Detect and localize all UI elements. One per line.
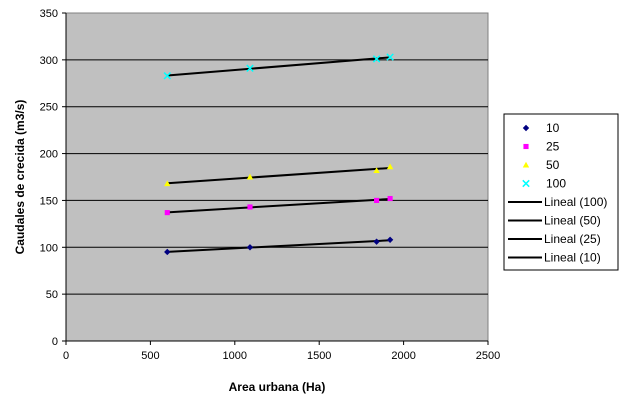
legend-label: 50 [546,158,560,172]
point-series-10 [373,238,380,245]
x-axis-title: Area urbana (Ha) [229,380,326,394]
point-series-10 [386,236,394,243]
y-axis: 0 50 100 150 200 250 300 350 [40,8,67,348]
y-tick-label: 350 [40,8,58,20]
point-series-50 [373,167,380,173]
point-series-50 [164,180,171,187]
legend-marker-25 [523,143,529,150]
legend-label: 10 [546,121,560,135]
point-series-100 [163,72,172,80]
legend-marker-100 [522,179,530,188]
trendlines [167,56,391,253]
point-series-25 [247,204,253,210]
y-tick-label: 100 [40,242,58,254]
trendline-100 [167,56,391,77]
trendline-25 [167,197,391,214]
y-tick-label: 150 [40,195,58,207]
legend-label: 25 [546,140,560,154]
point-series-50 [246,173,254,180]
point-series-25 [387,195,393,202]
point-series-10 [246,244,254,251]
point-series-25 [164,210,170,216]
x-tick-label: 2000 [391,350,415,362]
x-tick-label: 1000 [223,350,247,362]
point-series-10 [164,248,171,256]
legend-label: Lineal (25) [544,232,601,246]
legend-label: Lineal (10) [544,251,601,265]
x-tick-label: 0 [63,350,69,362]
legend-label: Lineal (50) [544,214,601,228]
legend-label: 100 [546,177,566,191]
x-tick-label: 2500 [476,350,500,362]
legend-box [503,113,619,271]
x-axis: 0 500 1000 1500 2000 2500 [63,340,500,362]
gridlines [66,59,488,295]
point-series-100 [246,64,254,73]
x-tick-label: 1500 [307,350,331,362]
x-tick-label: 500 [141,350,159,362]
y-tick-label: 200 [40,149,58,161]
data-points [163,53,394,256]
trendline-50 [167,166,391,185]
legend: 10 25 50 100 Lineal (100) Lineal (50) Lineal (… [503,113,619,271]
y-tick-label: 50 [46,289,58,301]
y-tick-label: 300 [40,55,58,67]
y-tick-label: 0 [52,336,58,348]
y-axis-title: Caudales de crecida (m3/s) [13,100,27,255]
point-series-100 [386,53,394,61]
legend-marker-50 [522,161,530,168]
legend-label: Lineal (100) [544,195,607,209]
point-series-100 [372,55,381,63]
legend-marker-10 [522,124,530,132]
y-tick-label: 250 [40,102,58,114]
point-series-25 [374,197,380,203]
plot-area [65,12,489,342]
trendline-10 [167,239,391,253]
point-series-50 [386,163,394,170]
